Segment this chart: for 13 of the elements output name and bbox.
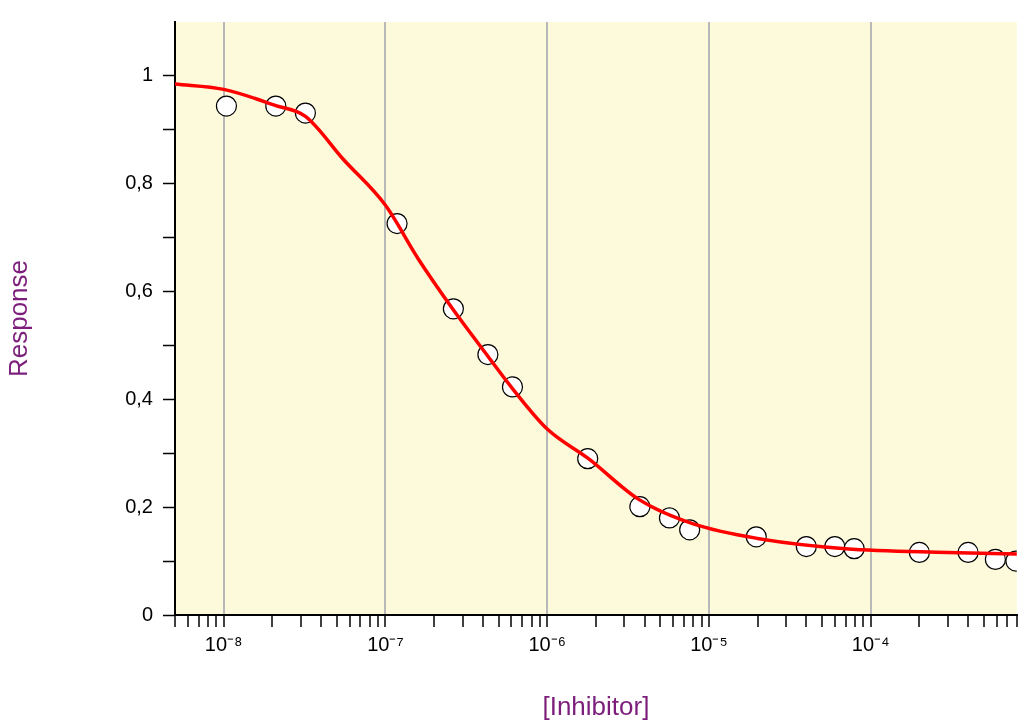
y-tick-label: 0,8 <box>125 171 153 194</box>
x-tick-label: 10⁻⁶ <box>528 632 566 655</box>
x-tick-label: 10⁻⁵ <box>690 632 728 655</box>
x-axis-title: [Inhibitor] <box>542 690 650 721</box>
y-tick-label: 0,4 <box>125 386 153 409</box>
y-axis-title: Response <box>2 259 33 378</box>
y-tick-label: 0 <box>141 602 153 625</box>
x-tick-label: 10⁻⁸ <box>204 632 243 655</box>
x-tick-label: 10⁻⁴ <box>851 632 890 655</box>
x-tick-label: 10⁻⁷ <box>367 632 404 655</box>
y-tick-label: 1 <box>141 63 153 86</box>
y-tick-label: 0,2 <box>125 494 153 517</box>
y-tick-label: 0,6 <box>125 279 153 302</box>
